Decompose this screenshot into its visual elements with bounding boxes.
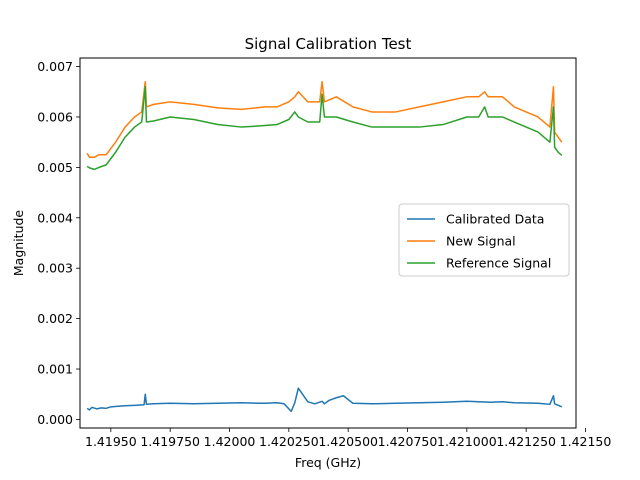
- x-axis-label: Freq (GHz): [295, 455, 361, 470]
- legend-label: New Signal: [446, 234, 516, 249]
- x-axis: 1.41950 1.419750 1.42000 1.420250 1.420500 1.…: [85, 428, 611, 449]
- legend-label: Calibrated Data: [446, 212, 544, 227]
- y-tick-label: 0.003: [37, 261, 73, 276]
- y-tick-label: 0.000: [37, 412, 73, 427]
- y-axis-label: Magnitude: [11, 210, 26, 277]
- legend: Calibrated Data New Signal Reference Signa…: [398, 203, 570, 277]
- x-tick-label: 1.41950: [85, 434, 137, 449]
- legend-box: [398, 203, 570, 277]
- y-tick-label: 0.006: [37, 109, 73, 124]
- y-tick-label: 0.007: [37, 59, 73, 74]
- x-tick-label: 1.420250: [259, 434, 319, 449]
- chart-title: Signal Calibration Test: [245, 35, 412, 53]
- x-tick-label: 1.419750: [140, 434, 200, 449]
- y-tick-label: 0.004: [37, 210, 73, 225]
- legend-label: Reference Signal: [446, 256, 551, 271]
- x-tick-label: 1.421000: [437, 434, 497, 449]
- series-layer: [86, 80, 563, 413]
- x-tick-label: 1.420750: [378, 434, 438, 449]
- series-line-new-signal: [86, 80, 563, 159]
- y-tick-label: 0.001: [37, 362, 73, 377]
- x-tick-label: 1.42000: [204, 434, 256, 449]
- x-tick-label: 1.42150: [560, 434, 612, 449]
- y-tick-label: 0.005: [37, 160, 73, 175]
- plot-frame: [79, 57, 577, 429]
- x-tick-label: 1.421250: [496, 434, 556, 449]
- y-axis: 0.000 0.001 0.002 0.003 0.004 0.005 0.006 0.007: [37, 59, 80, 427]
- x-tick-label: 1.420500: [318, 434, 378, 449]
- y-tick-label: 0.002: [37, 311, 73, 326]
- series-line-reference-signal: [86, 85, 563, 171]
- series-line-calibrated-data: [86, 387, 563, 413]
